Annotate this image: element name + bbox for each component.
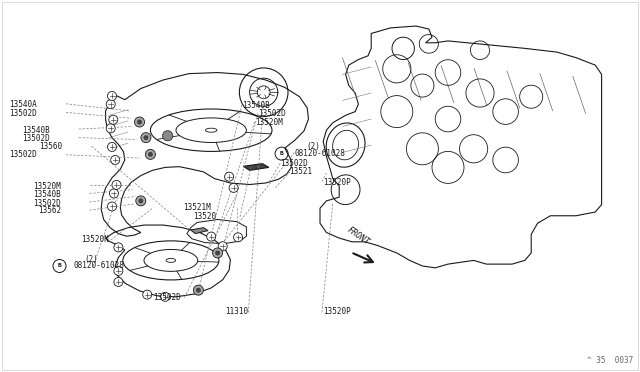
Text: 08120-61028: 08120-61028 — [294, 149, 345, 158]
Circle shape — [234, 233, 243, 242]
Text: 13540B: 13540B — [22, 126, 50, 135]
Polygon shape — [191, 228, 208, 234]
Text: 13540A: 13540A — [10, 100, 37, 109]
Circle shape — [163, 131, 173, 141]
Circle shape — [143, 290, 152, 299]
Circle shape — [114, 278, 123, 286]
Text: 13560: 13560 — [40, 142, 63, 151]
Text: (2): (2) — [84, 255, 99, 264]
Text: 13520N: 13520N — [81, 235, 109, 244]
Text: 13502D: 13502D — [10, 109, 37, 118]
Circle shape — [106, 100, 115, 109]
Text: 13502D: 13502D — [258, 109, 285, 118]
Circle shape — [109, 189, 118, 198]
Text: 11310: 11310 — [225, 307, 248, 316]
Circle shape — [161, 292, 170, 301]
Circle shape — [141, 133, 151, 142]
Circle shape — [145, 150, 156, 159]
Text: 13520M: 13520M — [255, 118, 282, 126]
Text: 13520P: 13520P — [323, 178, 351, 187]
Text: FRONT: FRONT — [346, 226, 371, 247]
Text: 13502D: 13502D — [280, 159, 307, 168]
Circle shape — [193, 285, 204, 295]
Circle shape — [148, 152, 153, 157]
Circle shape — [207, 232, 216, 241]
Circle shape — [225, 172, 234, 181]
Text: 13502D: 13502D — [33, 199, 61, 208]
Circle shape — [212, 248, 223, 258]
Text: (2): (2) — [306, 142, 320, 151]
Circle shape — [114, 266, 123, 275]
Circle shape — [134, 117, 145, 127]
Text: 13502D: 13502D — [10, 150, 37, 159]
Circle shape — [108, 92, 116, 100]
Circle shape — [108, 202, 116, 211]
Text: 13520: 13520 — [193, 212, 216, 221]
Circle shape — [114, 243, 123, 252]
Text: 13521: 13521 — [289, 167, 312, 176]
Text: ^ 35  0037: ^ 35 0037 — [588, 356, 634, 365]
Text: B: B — [280, 151, 284, 156]
Text: 08120-61028: 08120-61028 — [74, 262, 124, 270]
Text: 13562: 13562 — [38, 206, 61, 215]
Text: 13520P: 13520P — [323, 307, 351, 316]
Circle shape — [138, 198, 143, 203]
Circle shape — [229, 183, 238, 192]
Circle shape — [108, 142, 116, 151]
Circle shape — [137, 119, 142, 125]
Text: B: B — [58, 263, 61, 269]
Circle shape — [215, 250, 220, 256]
Text: 13520M: 13520M — [33, 182, 61, 191]
Circle shape — [106, 124, 115, 133]
Circle shape — [136, 196, 146, 206]
Circle shape — [112, 180, 121, 189]
Text: 13540B: 13540B — [242, 101, 269, 110]
Circle shape — [109, 115, 118, 124]
Text: 13540B: 13540B — [33, 190, 61, 199]
Polygon shape — [243, 164, 269, 170]
Circle shape — [143, 135, 148, 140]
Circle shape — [196, 288, 201, 293]
Circle shape — [111, 155, 120, 164]
Circle shape — [218, 242, 227, 251]
Text: 13521M: 13521M — [184, 203, 211, 212]
Text: 13502D: 13502D — [22, 134, 50, 143]
Text: 13502D: 13502D — [154, 293, 181, 302]
